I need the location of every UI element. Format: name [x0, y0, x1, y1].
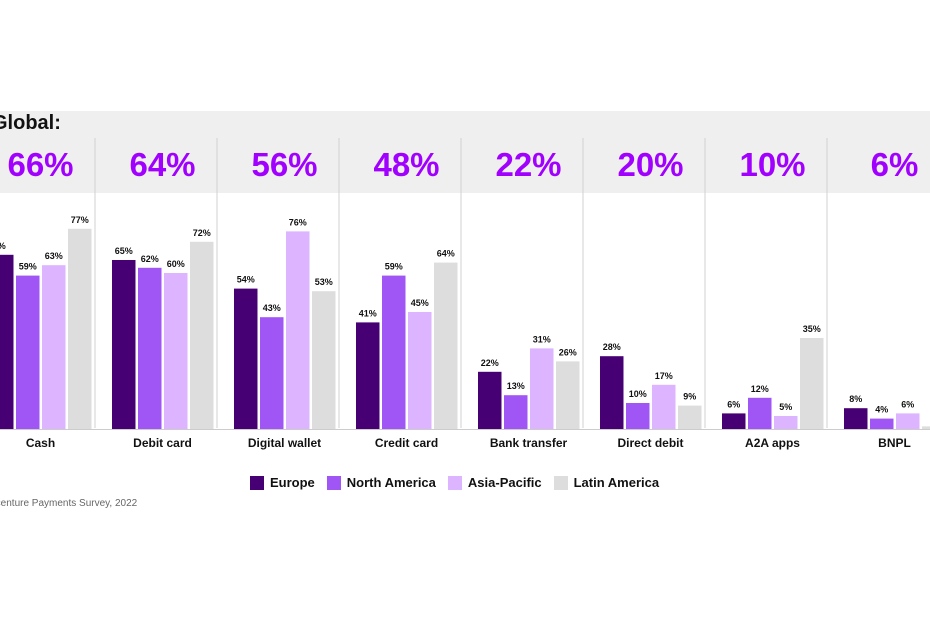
- data-label: 60%: [167, 259, 185, 269]
- data-label: 65%: [115, 246, 133, 256]
- category-label: Bank transfer: [490, 436, 568, 450]
- bar: [42, 265, 66, 429]
- bar: [600, 356, 624, 429]
- data-label: 13%: [507, 381, 525, 391]
- global-percentage: 64%: [129, 146, 195, 183]
- legend-item-asia-pacific: Asia-Pacific: [447, 475, 542, 490]
- category-label: Digital wallet: [248, 436, 321, 450]
- legend: Europe North America Asia-Pacific Latin …: [250, 475, 659, 490]
- legend-item-latin-america: Latin America: [553, 475, 660, 490]
- global-percentage: 48%: [373, 146, 439, 183]
- data-label: 54%: [237, 275, 255, 285]
- data-label: 41%: [359, 308, 377, 318]
- legend-swatch-asia-pacific: [447, 475, 462, 490]
- legend-swatch-europe: [250, 475, 264, 490]
- data-label: 45%: [411, 298, 429, 308]
- bar: [112, 260, 136, 429]
- bar: [626, 403, 650, 429]
- category-label: A2A apps: [745, 436, 800, 450]
- legend-item-europe: Europe: [250, 475, 315, 490]
- global-percentage: 20%: [617, 146, 683, 183]
- data-label: 62%: [141, 254, 159, 264]
- global-percentage: 22%: [495, 146, 561, 183]
- data-label: 64%: [437, 249, 455, 259]
- global-label: Global:: [0, 112, 61, 134]
- bar: [678, 405, 702, 429]
- data-label: 17%: [655, 371, 673, 381]
- bar: [68, 228, 92, 429]
- data-label: 26%: [559, 347, 577, 357]
- legend-label-europe: Europe: [270, 475, 315, 490]
- bar: [16, 275, 40, 429]
- data-label: 77%: [71, 215, 89, 225]
- legend-swatch-latin-america: [553, 475, 568, 490]
- bar: [138, 267, 162, 429]
- bar: [234, 288, 258, 429]
- data-label: 63%: [45, 251, 63, 261]
- data-label: 10%: [629, 389, 647, 399]
- bar: [190, 241, 214, 429]
- data-label: 59%: [19, 262, 37, 272]
- data-label: 72%: [193, 228, 211, 238]
- bar: [504, 395, 528, 429]
- bar: [722, 413, 746, 429]
- data-label: %: [0, 241, 6, 251]
- global-percentage: 56%: [251, 146, 317, 183]
- data-label: 8%: [849, 394, 862, 404]
- data-label: 59%: [385, 262, 403, 272]
- bar: [922, 426, 930, 429]
- category-label: Cash: [26, 436, 55, 450]
- bar: [408, 312, 432, 429]
- data-label: 12%: [751, 384, 769, 394]
- data-label: 22%: [481, 358, 499, 368]
- bar: [286, 231, 310, 429]
- data-label: 6%: [901, 399, 914, 409]
- data-label: 31%: [533, 334, 551, 344]
- source-note: Accenture Payments Survey, 2022: [0, 498, 138, 509]
- bar: [870, 418, 894, 429]
- data-label: 43%: [263, 303, 281, 313]
- legend-label-latin-america: Latin America: [573, 475, 660, 490]
- bar: [748, 397, 772, 429]
- global-percentage: 10%: [739, 146, 805, 183]
- bar: [556, 361, 580, 429]
- bar: [382, 275, 406, 429]
- data-label: 28%: [603, 342, 621, 352]
- bar: [530, 348, 554, 429]
- data-label: 6%: [727, 399, 740, 409]
- data-label: 5%: [779, 402, 792, 412]
- category-label: Debit card: [133, 436, 192, 450]
- bar: [800, 338, 824, 429]
- global-percentage: 6%: [871, 146, 919, 183]
- legend-label-asia-pacific: Asia-Pacific: [467, 475, 542, 490]
- bar: [652, 384, 676, 429]
- bar: [312, 291, 336, 429]
- data-label: 76%: [289, 217, 307, 227]
- bar: [896, 413, 920, 429]
- data-label: 4%: [875, 405, 888, 415]
- legend-swatch-north-america: [326, 475, 341, 490]
- category-label: Credit card: [375, 436, 438, 450]
- global-percentage: 66%: [7, 146, 73, 183]
- data-label: 53%: [315, 277, 333, 287]
- bar: [0, 254, 14, 429]
- global-band: [0, 111, 930, 193]
- bar: [164, 273, 188, 429]
- bar: [260, 317, 284, 429]
- bar: [434, 262, 458, 429]
- bar: [774, 416, 798, 429]
- data-label: 9%: [683, 392, 696, 402]
- legend-label-north-america: North America: [346, 475, 436, 490]
- bar: [356, 322, 380, 429]
- category-label: BNPL: [878, 436, 911, 450]
- bar: [478, 371, 502, 429]
- data-label: 35%: [803, 324, 821, 334]
- bar: [844, 408, 868, 429]
- category-label: Direct debit: [617, 436, 683, 450]
- legend-item-north-america: North America: [326, 475, 436, 490]
